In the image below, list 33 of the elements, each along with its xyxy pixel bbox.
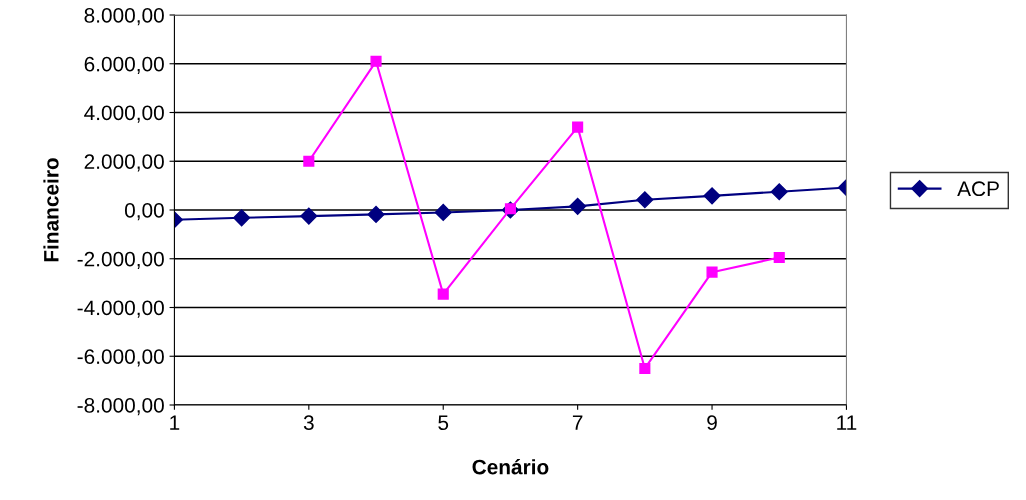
point bbox=[437, 288, 449, 300]
point bbox=[434, 203, 452, 221]
point bbox=[569, 197, 587, 215]
point bbox=[773, 251, 785, 264]
x-axis-title: Cenário bbox=[472, 458, 549, 475]
point bbox=[703, 187, 721, 205]
point bbox=[770, 183, 788, 201]
y-tick-label: 6.000,00 bbox=[84, 56, 164, 74]
point bbox=[370, 55, 382, 67]
point bbox=[639, 362, 651, 374]
y-tick-label: 0,00 bbox=[124, 203, 164, 221]
point bbox=[303, 155, 315, 167]
y-tick-label: -2.000,00 bbox=[77, 251, 164, 269]
y-tick-label: 2.000,00 bbox=[84, 154, 164, 172]
y-tick-label: -4.000,00 bbox=[77, 300, 164, 318]
x-tick-label: 9 bbox=[707, 415, 717, 431]
point bbox=[233, 209, 251, 227]
point bbox=[367, 205, 385, 223]
y-tick-label: 4.000,00 bbox=[84, 105, 164, 123]
y-tick-label: -8.000,00 bbox=[77, 398, 164, 416]
point bbox=[636, 191, 654, 209]
x-tick-label: 11 bbox=[837, 415, 857, 430]
x-tick-label: 1 bbox=[170, 415, 180, 430]
y-tick-label: -6.000,00 bbox=[77, 349, 164, 367]
point bbox=[572, 121, 584, 133]
point bbox=[300, 207, 318, 225]
y-tick-label: 8.000,00 bbox=[84, 8, 164, 26]
x-tick-label: 5 bbox=[438, 415, 449, 431]
point bbox=[706, 266, 718, 278]
x-tick-label: 7 bbox=[572, 415, 583, 430]
x-tick-label: 3 bbox=[303, 415, 314, 431]
y-axis-title: Financeiro bbox=[43, 158, 59, 262]
legend-label: ACP bbox=[957, 181, 999, 197]
